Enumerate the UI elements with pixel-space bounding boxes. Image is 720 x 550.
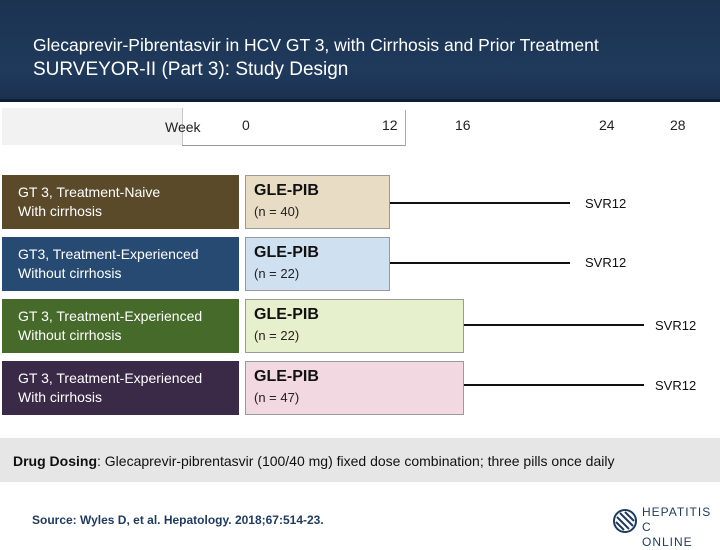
svr12-endpoint: SVR12 xyxy=(655,378,697,393)
sample-size: (n = 40) xyxy=(254,204,300,219)
drug-dosing-label: Drug Dosing xyxy=(13,453,97,469)
drug-name: GLE-PIB xyxy=(254,306,319,323)
week-label: Week xyxy=(165,119,201,135)
title-banner: Glecaprevir-Pibrentasvir in HCV GT 3, wi… xyxy=(0,0,720,100)
arm-label-line2: With cirrhosis xyxy=(18,389,103,405)
tick-week-0: 0 xyxy=(242,117,250,133)
tick-week-12: 12 xyxy=(382,117,398,133)
arm-label-line1: GT3, Treatment-Experienced xyxy=(18,246,199,262)
arm-label-line1: GT 3, Treatment-Experienced xyxy=(18,370,203,386)
arm-label-experienced-no-cirrhosis-12wk: GT3, Treatment-Experienced Without cirrh… xyxy=(2,237,239,291)
arm-label-line2: Without cirrhosis xyxy=(18,265,122,281)
drug-name: GLE-PIB xyxy=(254,368,319,385)
sample-size: (n = 47) xyxy=(254,390,300,405)
slide-title-line2: SURVEYOR-II (Part 3): Study Design xyxy=(33,59,349,80)
treatment-bar-16wk: GLE-PIB (n = 22) xyxy=(245,299,464,353)
drug-dosing-detail: : Glecaprevir-pibrentasvir (100/40 mg) f… xyxy=(97,453,615,469)
tick-week-16: 16 xyxy=(455,117,471,133)
treatment-bar-12wk: GLE-PIB (n = 40) xyxy=(245,175,390,229)
source-citation: Source: Wyles D, et al. Hepatology. 2018… xyxy=(32,513,324,527)
sample-size: (n = 22) xyxy=(254,328,300,343)
follow-up-line xyxy=(390,202,570,204)
slide-title-line1: Glecaprevir-Pibrentasvir in HCV GT 3, wi… xyxy=(33,35,599,55)
follow-up-line xyxy=(464,384,644,386)
follow-up-line xyxy=(464,324,644,326)
svr12-endpoint: SVR12 xyxy=(655,318,697,333)
sample-size: (n = 22) xyxy=(254,266,300,281)
logo-text: HEPATITIS C ONLINE xyxy=(642,505,712,550)
drug-name: GLE-PIB xyxy=(254,244,319,261)
arm-label-treatment-naive-cirrhosis: GT 3, Treatment-Naive With cirrhosis xyxy=(2,175,239,229)
logo-line2: ONLINE xyxy=(642,535,693,549)
drug-dosing-text: Drug Dosing: Glecaprevir-pibrentasvir (1… xyxy=(13,453,614,469)
svr12-endpoint: SVR12 xyxy=(585,255,627,270)
logo-line1: HEPATITIS C xyxy=(642,505,712,534)
drug-name: GLE-PIB xyxy=(254,182,319,199)
treatment-bar-16wk: GLE-PIB (n = 47) xyxy=(245,361,464,415)
timeline-axis-tick xyxy=(405,110,406,146)
arm-label-line1: GT 3, Treatment-Naive xyxy=(18,184,161,200)
svr12-endpoint: SVR12 xyxy=(585,196,627,211)
arm-label-experienced-no-cirrhosis-16wk: GT 3, Treatment-Experienced Without cirr… xyxy=(2,299,239,353)
treatment-bar-12wk: GLE-PIB (n = 22) xyxy=(245,237,390,291)
logo-globe-icon xyxy=(613,509,637,533)
follow-up-line xyxy=(390,262,570,264)
hepatitis-c-online-logo: HEPATITIS C ONLINE xyxy=(612,505,712,549)
arm-label-line2: Without cirrhosis xyxy=(18,327,122,343)
arm-label-experienced-cirrhosis: GT 3, Treatment-Experienced With cirrhos… xyxy=(2,361,239,415)
arm-label-line2: With cirrhosis xyxy=(18,203,103,219)
tick-week-24: 24 xyxy=(599,117,615,133)
timeline-axis xyxy=(182,145,406,146)
week-cell xyxy=(2,108,183,145)
banner-divider xyxy=(0,99,720,102)
arm-label-line1: GT 3, Treatment-Experienced xyxy=(18,308,203,324)
drug-dosing-box: Drug Dosing: Glecaprevir-pibrentasvir (1… xyxy=(0,438,720,482)
tick-week-28: 28 xyxy=(670,117,686,133)
